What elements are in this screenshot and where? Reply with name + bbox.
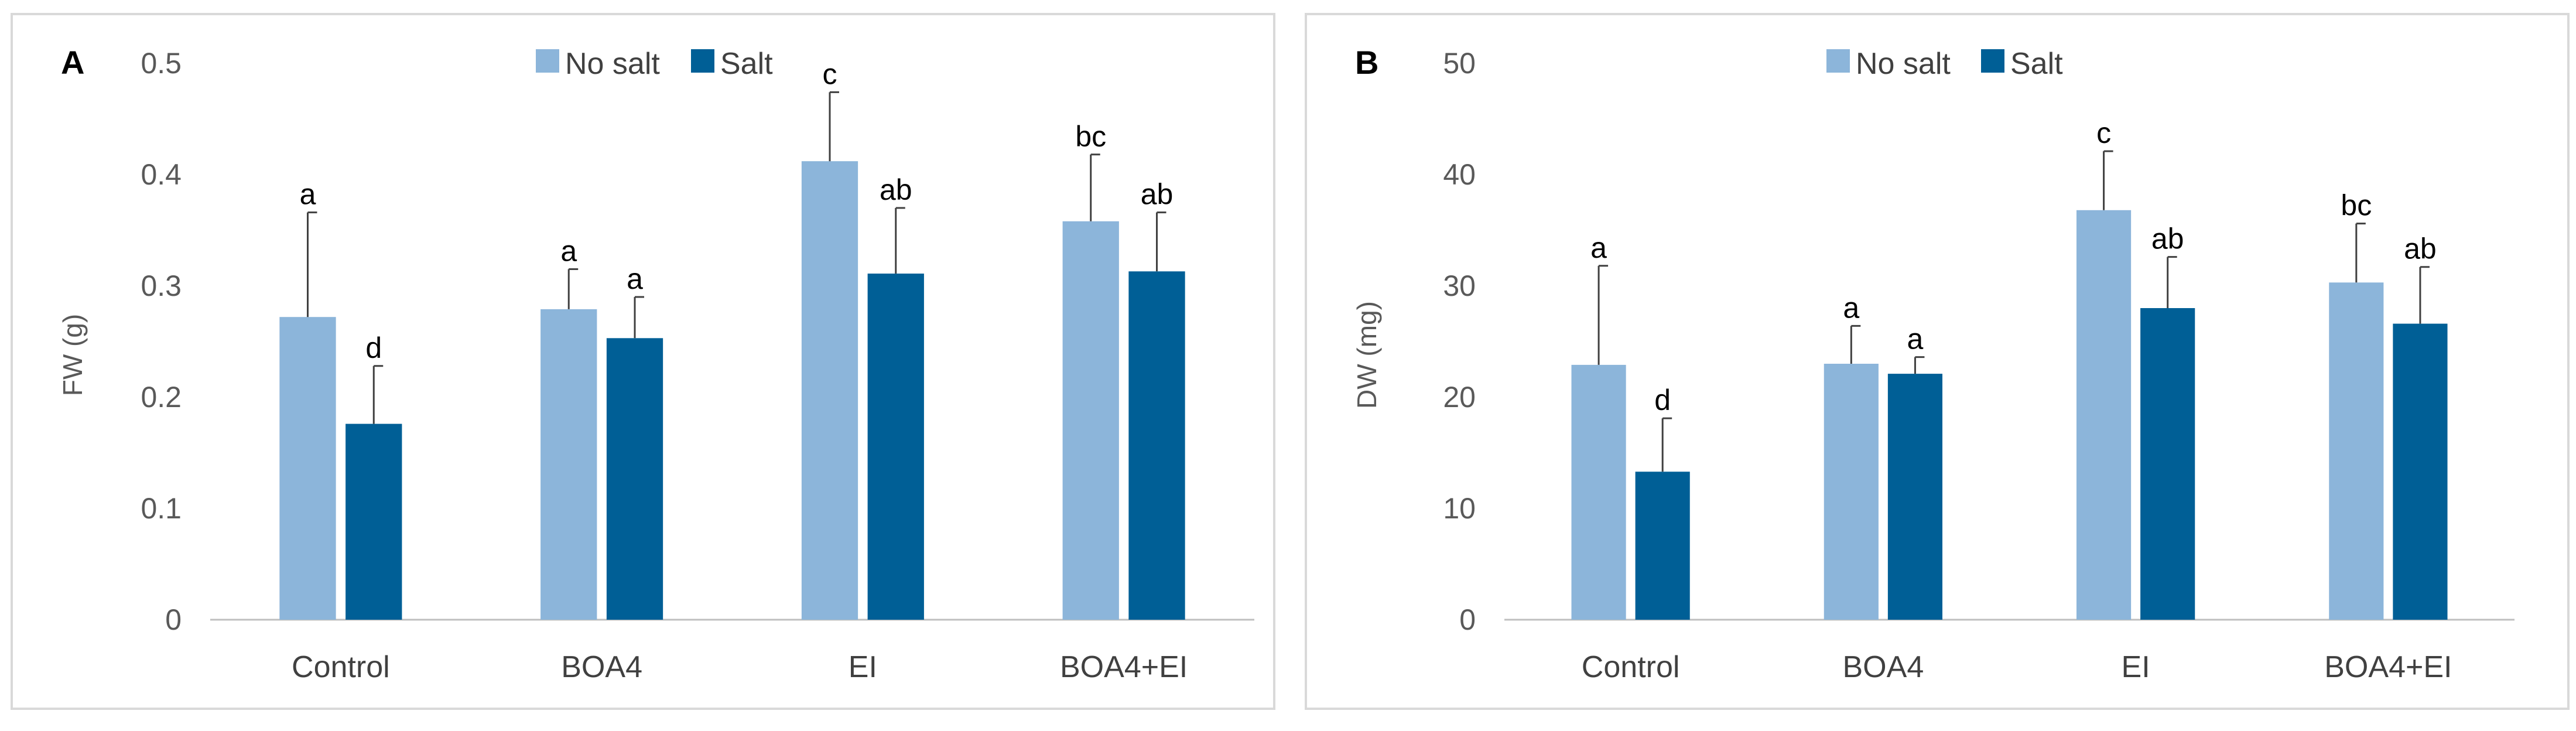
chart-a-significance-letter: a: [560, 235, 577, 268]
chart-b-panel-label: B: [1355, 44, 1378, 81]
chart-b-x-category-label: BOA4+EI: [2324, 650, 2452, 684]
chart-a-significance-letter: c: [822, 57, 837, 90]
chart-b-y-axis-title: DW (mg): [1352, 301, 1382, 409]
chart-b-x-category-label: BOA4: [1843, 650, 1924, 684]
chart-b-bar-salt: [1887, 374, 1943, 620]
chart-b-bar-no-salt: [2076, 210, 2132, 620]
chart-a-bar-salt: [867, 274, 924, 620]
chart-a-bar-salt: [345, 423, 402, 620]
chart-a-bar-no-salt: [801, 161, 858, 620]
chart-b-legend-label: No salt: [1856, 47, 1951, 81]
chart-b-y-tick-label: 30: [1443, 269, 1476, 302]
chart-panel-b: B DW (mg) 0 10 20 30 40 50 a d Control a a BOA4 c ab EI b…: [1305, 13, 2570, 710]
chart-a-y-tick-label: 0.5: [141, 47, 182, 80]
chart-b-significance-letter: bc: [2341, 189, 2372, 222]
chart-a-x-category-label: Control: [292, 650, 390, 684]
chart-b-y-tick-label: 20: [1443, 381, 1476, 414]
chart-a-x-category-label: EI: [849, 650, 877, 684]
chart-b-legend-swatch-no-salt: [1826, 49, 1850, 73]
chart-b-significance-letter: a: [1590, 231, 1607, 264]
chart-b-significance-letter: a: [1907, 323, 1924, 356]
chart-panel-a: A FW (g) 0 0.1 0.2 0.3 0.4 0.5 a d Control a a BOA4 c a…: [11, 13, 1275, 710]
chart-a-legend-label: Salt: [720, 47, 773, 81]
chart-b-significance-letter: ab: [2404, 233, 2437, 265]
chart-a-y-tick-label: 0.1: [141, 492, 182, 525]
chart-a-svg: A FW (g) 0 0.1 0.2 0.3 0.4 0.5 a d Control a a BOA4 c a…: [57, 44, 1254, 684]
chart-a-bar-salt: [606, 338, 663, 620]
chart-b-y-tick-label: 40: [1443, 158, 1476, 191]
chart-a-y-tick-label: 0.3: [141, 269, 182, 302]
chart-b-bar-no-salt: [1571, 364, 1626, 620]
chart-a-legend-swatch-salt: [691, 49, 714, 73]
chart-a-significance-letter: ab: [1141, 178, 1174, 211]
chart-a-bar-no-salt: [540, 309, 597, 620]
chart-a-x-category-label: BOA4+EI: [1060, 650, 1188, 684]
chart-b-significance-letter: c: [2096, 117, 2111, 149]
chart-a-y-axis-title: FW (g): [57, 314, 88, 397]
chart-b-bar-no-salt: [2329, 282, 2384, 620]
chart-b-svg: B DW (mg) 0 10 20 30 40 50 a d Control a a BOA4 c ab EI b…: [1352, 44, 2515, 684]
chart-b-significance-letter: d: [1654, 384, 1671, 416]
chart-b-legend-swatch-salt: [1981, 49, 2004, 73]
chart-b-x-category-label: EI: [2122, 650, 2150, 684]
chart-b-bar-salt: [1635, 472, 1690, 620]
chart-b-bar-salt: [2393, 323, 2448, 620]
chart-a-bar-salt: [1128, 271, 1185, 620]
chart-a-bar-no-salt: [1062, 221, 1119, 620]
chart-b-y-tick-label: 0: [1459, 603, 1476, 636]
chart-a-y-tick-label: 0: [165, 603, 182, 636]
chart-a-significance-letter: d: [365, 332, 382, 364]
chart-b-x-category-label: Control: [1582, 650, 1680, 684]
chart-b-significance-letter: a: [1843, 291, 1859, 324]
chart-a-bar-no-salt: [279, 317, 336, 620]
chart-a-legend-swatch-no-salt: [536, 49, 559, 73]
chart-a-significance-letter: bc: [1075, 120, 1106, 153]
chart-b-bar-no-salt: [1824, 364, 1879, 620]
chart-a-panel-label: A: [61, 44, 84, 81]
chart-a-legend-label: No salt: [565, 47, 660, 81]
chart-b-significance-letter: ab: [2151, 223, 2184, 255]
chart-a-y-tick-label: 0.2: [141, 381, 182, 414]
chart-a-significance-letter: a: [300, 178, 316, 211]
chart-b-y-tick-label: 50: [1443, 47, 1476, 80]
chart-a-x-category-label: BOA4: [561, 650, 642, 684]
chart-b-legend-label: Salt: [2010, 47, 2063, 81]
chart-a-significance-letter: ab: [880, 173, 912, 206]
chart-a-significance-letter: a: [627, 262, 643, 295]
chart-b-bar-salt: [2140, 308, 2195, 620]
chart-a-y-tick-label: 0.4: [141, 158, 182, 191]
chart-b-y-tick-label: 10: [1443, 492, 1476, 525]
